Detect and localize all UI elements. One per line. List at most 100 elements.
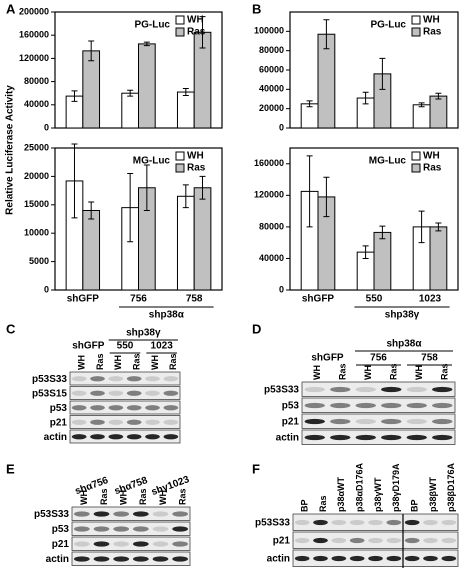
blot-band — [432, 402, 453, 409]
blot-band — [294, 519, 310, 526]
row-label: actin — [46, 554, 69, 565]
lane-label: Ras — [338, 363, 348, 380]
row-label: p53 — [52, 524, 70, 535]
blot-band — [404, 555, 420, 562]
error-bar — [379, 57, 386, 90]
blot-band — [432, 434, 453, 441]
blot-band — [132, 511, 149, 517]
panel-label: F — [252, 461, 260, 476]
y-tick-label: 100000 — [254, 26, 284, 36]
row-label: p53S33 — [34, 509, 69, 520]
blot-band — [381, 386, 402, 393]
bar — [121, 92, 140, 129]
blot-band — [381, 402, 402, 409]
blot-band — [73, 526, 90, 532]
blot-band — [330, 434, 351, 441]
blot-band — [108, 405, 124, 411]
blot-band — [432, 418, 453, 425]
blot-band — [163, 434, 179, 440]
error-bar — [71, 143, 78, 219]
blot-band — [132, 541, 149, 547]
blot-strip — [69, 429, 181, 444]
lane-label: Ras — [95, 353, 105, 370]
y-tick-label: 15000 — [24, 199, 49, 209]
blot-strip — [301, 429, 456, 445]
y-tick-label: 0 — [279, 122, 284, 132]
blot-band — [355, 402, 376, 409]
error-bar — [323, 19, 330, 50]
blot-band — [331, 537, 347, 544]
blot-band — [132, 556, 149, 562]
blot-band — [152, 526, 169, 532]
blot-band — [172, 541, 189, 547]
legend-swatch — [411, 27, 421, 37]
blot-band — [313, 537, 328, 544]
blot-band — [145, 376, 160, 382]
row-label: p53S33 — [264, 385, 299, 396]
blot-band — [71, 405, 87, 411]
lane-label: WH — [150, 355, 160, 370]
y-tick-label: 20000 — [259, 103, 284, 113]
blot-band — [108, 434, 124, 440]
blot-band — [113, 556, 130, 562]
blot-band — [386, 519, 402, 526]
blot-band — [108, 376, 124, 382]
error-bar — [362, 245, 369, 259]
row-label: p53S33 — [255, 518, 290, 529]
error-bar — [435, 222, 442, 232]
error-bar — [143, 41, 150, 47]
row-label: actin — [44, 432, 67, 443]
legend-label: WH — [187, 151, 204, 162]
blot-band — [331, 555, 347, 562]
error-bar — [88, 201, 95, 220]
blot-band — [163, 405, 179, 411]
blot-band — [381, 434, 402, 441]
bar — [82, 50, 101, 129]
legend-swatch — [411, 163, 421, 173]
blot-band — [313, 555, 328, 562]
group-label: 550 — [117, 341, 134, 352]
lane-label: Ras — [178, 488, 188, 505]
blot-band — [406, 434, 427, 441]
blot-band — [386, 555, 402, 562]
y-tick-label: 80000 — [259, 221, 284, 231]
blot-band — [90, 434, 105, 440]
blot-strip — [69, 386, 181, 400]
lane-label: Ras — [132, 353, 142, 370]
top-label: shp38α — [386, 339, 422, 350]
bar — [429, 226, 448, 291]
blot-band — [441, 555, 457, 562]
lane-label: WH — [79, 490, 89, 505]
row-label: actin — [267, 554, 290, 565]
lane-label: Ras — [440, 363, 450, 380]
blot-band — [152, 541, 169, 547]
blot-band — [406, 418, 427, 425]
blot-band — [163, 376, 179, 382]
legend-label: Ras — [423, 27, 442, 38]
error-bar — [323, 176, 330, 218]
y-tick-label: 10000 — [24, 228, 49, 238]
panel-label: B — [252, 1, 261, 16]
y-tick-label: 0 — [279, 284, 284, 294]
chart-title: MG-Luc — [369, 156, 407, 167]
row-label: actin — [276, 433, 299, 444]
blot-band — [71, 434, 87, 440]
error-bar — [362, 91, 369, 105]
blot-band — [172, 526, 189, 532]
legend-swatch — [411, 151, 421, 161]
chart-title: PG-Luc — [134, 20, 170, 31]
lane-label: Ras — [168, 353, 178, 370]
blot-strip — [69, 400, 181, 415]
blot-band — [152, 556, 169, 562]
y-tick-label: 0 — [44, 122, 49, 132]
blot-band — [73, 541, 90, 547]
legend-label: WH — [423, 15, 440, 26]
blot-band — [423, 537, 438, 544]
x-tick-label: 1023 — [419, 294, 442, 305]
y-tick-label: 0 — [44, 284, 49, 294]
blot-band — [172, 511, 189, 517]
blot-band — [331, 519, 347, 526]
blot-band — [145, 419, 160, 425]
legend-swatch — [175, 163, 185, 173]
lane-label: WH — [113, 355, 123, 370]
